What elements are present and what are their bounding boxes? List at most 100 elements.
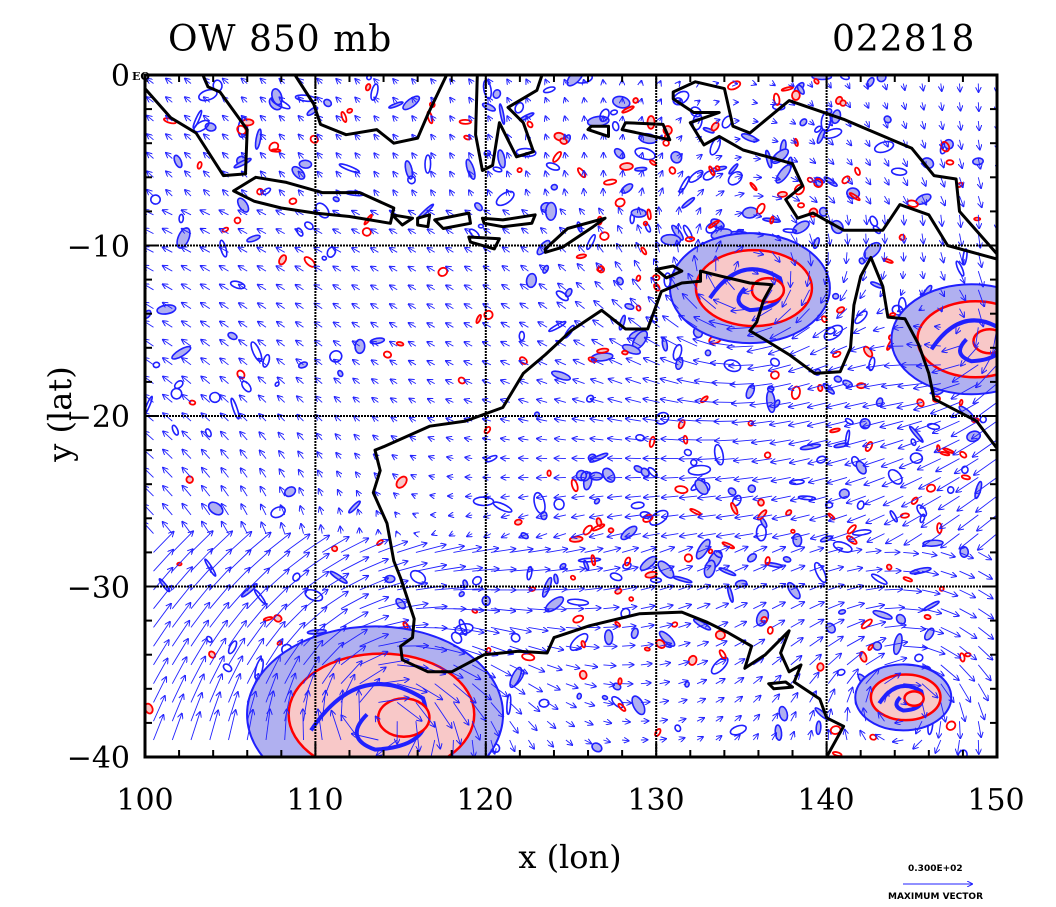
wind-vector — [502, 515, 510, 517]
wind-vector — [317, 98, 322, 103]
wind-vector — [336, 116, 341, 121]
positive-ow-contour — [960, 474, 971, 481]
negative-ow-contour — [723, 359, 742, 373]
wind-vector — [465, 323, 473, 327]
negative-ow-contour — [227, 331, 238, 341]
wind-vector — [296, 285, 304, 291]
wind-vector — [717, 534, 735, 537]
wind-vector — [453, 702, 468, 724]
wind-vector — [182, 340, 192, 347]
negative-ow-contour — [553, 573, 559, 585]
wind-vector — [565, 646, 581, 648]
wind-vector — [809, 159, 816, 163]
cyclone-core — [903, 690, 925, 707]
wind-vector — [884, 495, 904, 505]
wind-vector — [336, 79, 341, 84]
wind-vector — [317, 79, 322, 84]
negative-ow-contour — [710, 656, 729, 675]
wind-vector — [810, 140, 815, 144]
wind-vector — [662, 496, 679, 498]
wind-vector — [296, 359, 304, 366]
wind-vector — [359, 652, 388, 666]
positive-ow-contour — [730, 501, 739, 516]
wind-vector — [526, 98, 528, 102]
wind-vector — [259, 377, 267, 384]
wind-vector — [922, 139, 925, 148]
wind-vector — [734, 678, 744, 685]
negative-ow-contour — [580, 470, 591, 482]
negative-ow-contour — [844, 429, 851, 446]
wind-vector — [715, 736, 722, 740]
wind-vector — [185, 171, 192, 178]
negative-ow-contour — [630, 208, 647, 218]
wind-vector — [488, 190, 491, 197]
wind-vector — [854, 326, 866, 333]
wind-vector — [449, 515, 454, 516]
wind-vector — [374, 135, 378, 140]
wind-vector — [860, 289, 867, 298]
wind-vector — [941, 252, 944, 262]
wind-vector — [809, 476, 829, 482]
wind-vector — [790, 566, 805, 572]
plot-area — [145, 75, 997, 757]
wind-vector — [465, 342, 473, 346]
wind-vector — [626, 379, 642, 385]
wind-vector — [353, 379, 360, 384]
wind-vector — [519, 380, 529, 384]
wind-vector — [246, 639, 263, 666]
negative-ow-contour — [520, 532, 529, 540]
wind-vector — [734, 716, 741, 722]
wind-vector — [409, 267, 417, 271]
wind-vector — [640, 683, 651, 684]
wind-vector — [265, 533, 290, 553]
wind-vector — [163, 321, 173, 328]
negative-ow-contour — [306, 628, 327, 635]
wind-vector — [828, 603, 843, 610]
wind-vector — [182, 247, 192, 253]
negative-ow-contour — [304, 221, 314, 231]
positive-ow-contour — [707, 548, 714, 555]
positive-ow-contour — [617, 677, 623, 686]
wind-vector — [303, 607, 327, 628]
wind-vector — [698, 496, 716, 498]
wind-vector — [278, 414, 286, 422]
positive-ow-contour — [710, 121, 720, 132]
positive-ow-contour — [797, 202, 805, 209]
wind-vector — [490, 739, 495, 754]
wind-vector — [337, 472, 341, 478]
wind-vector — [209, 657, 224, 684]
wind-vector — [584, 740, 592, 743]
negative-ow-contour — [895, 613, 907, 625]
wind-vector — [996, 608, 997, 610]
wind-vector — [246, 551, 270, 572]
wind-vector — [284, 640, 303, 666]
wind-vector — [413, 514, 416, 515]
wind-vector — [565, 720, 574, 726]
positive-ow-contour — [621, 105, 635, 114]
wind-vector — [339, 508, 341, 516]
wind-vector — [608, 419, 623, 422]
wind-vector — [716, 83, 718, 84]
wind-vector — [771, 602, 785, 610]
negative-ow-contour — [908, 425, 924, 443]
date-label: 022818 — [832, 19, 976, 60]
wind-vector — [163, 522, 173, 534]
wind-vector — [893, 740, 904, 742]
wind-vector — [354, 398, 360, 403]
wind-vector — [502, 285, 510, 291]
negative-ow-contour — [703, 559, 716, 579]
positive-ow-contour — [646, 208, 652, 221]
wind-vector — [526, 80, 528, 84]
positive-ow-contour — [848, 192, 861, 202]
wind-vector — [603, 702, 612, 704]
wind-vector — [960, 533, 979, 549]
wind-vector — [450, 135, 453, 140]
wind-vector — [881, 439, 904, 447]
negative-ow-contour — [145, 395, 154, 416]
positive-ow-contour — [763, 451, 772, 459]
wind-vector — [201, 303, 211, 309]
wind-vector — [622, 135, 623, 140]
negative-ow-contour — [586, 233, 596, 251]
negative-ow-contour — [283, 486, 297, 498]
negative-ow-contour — [741, 206, 759, 219]
